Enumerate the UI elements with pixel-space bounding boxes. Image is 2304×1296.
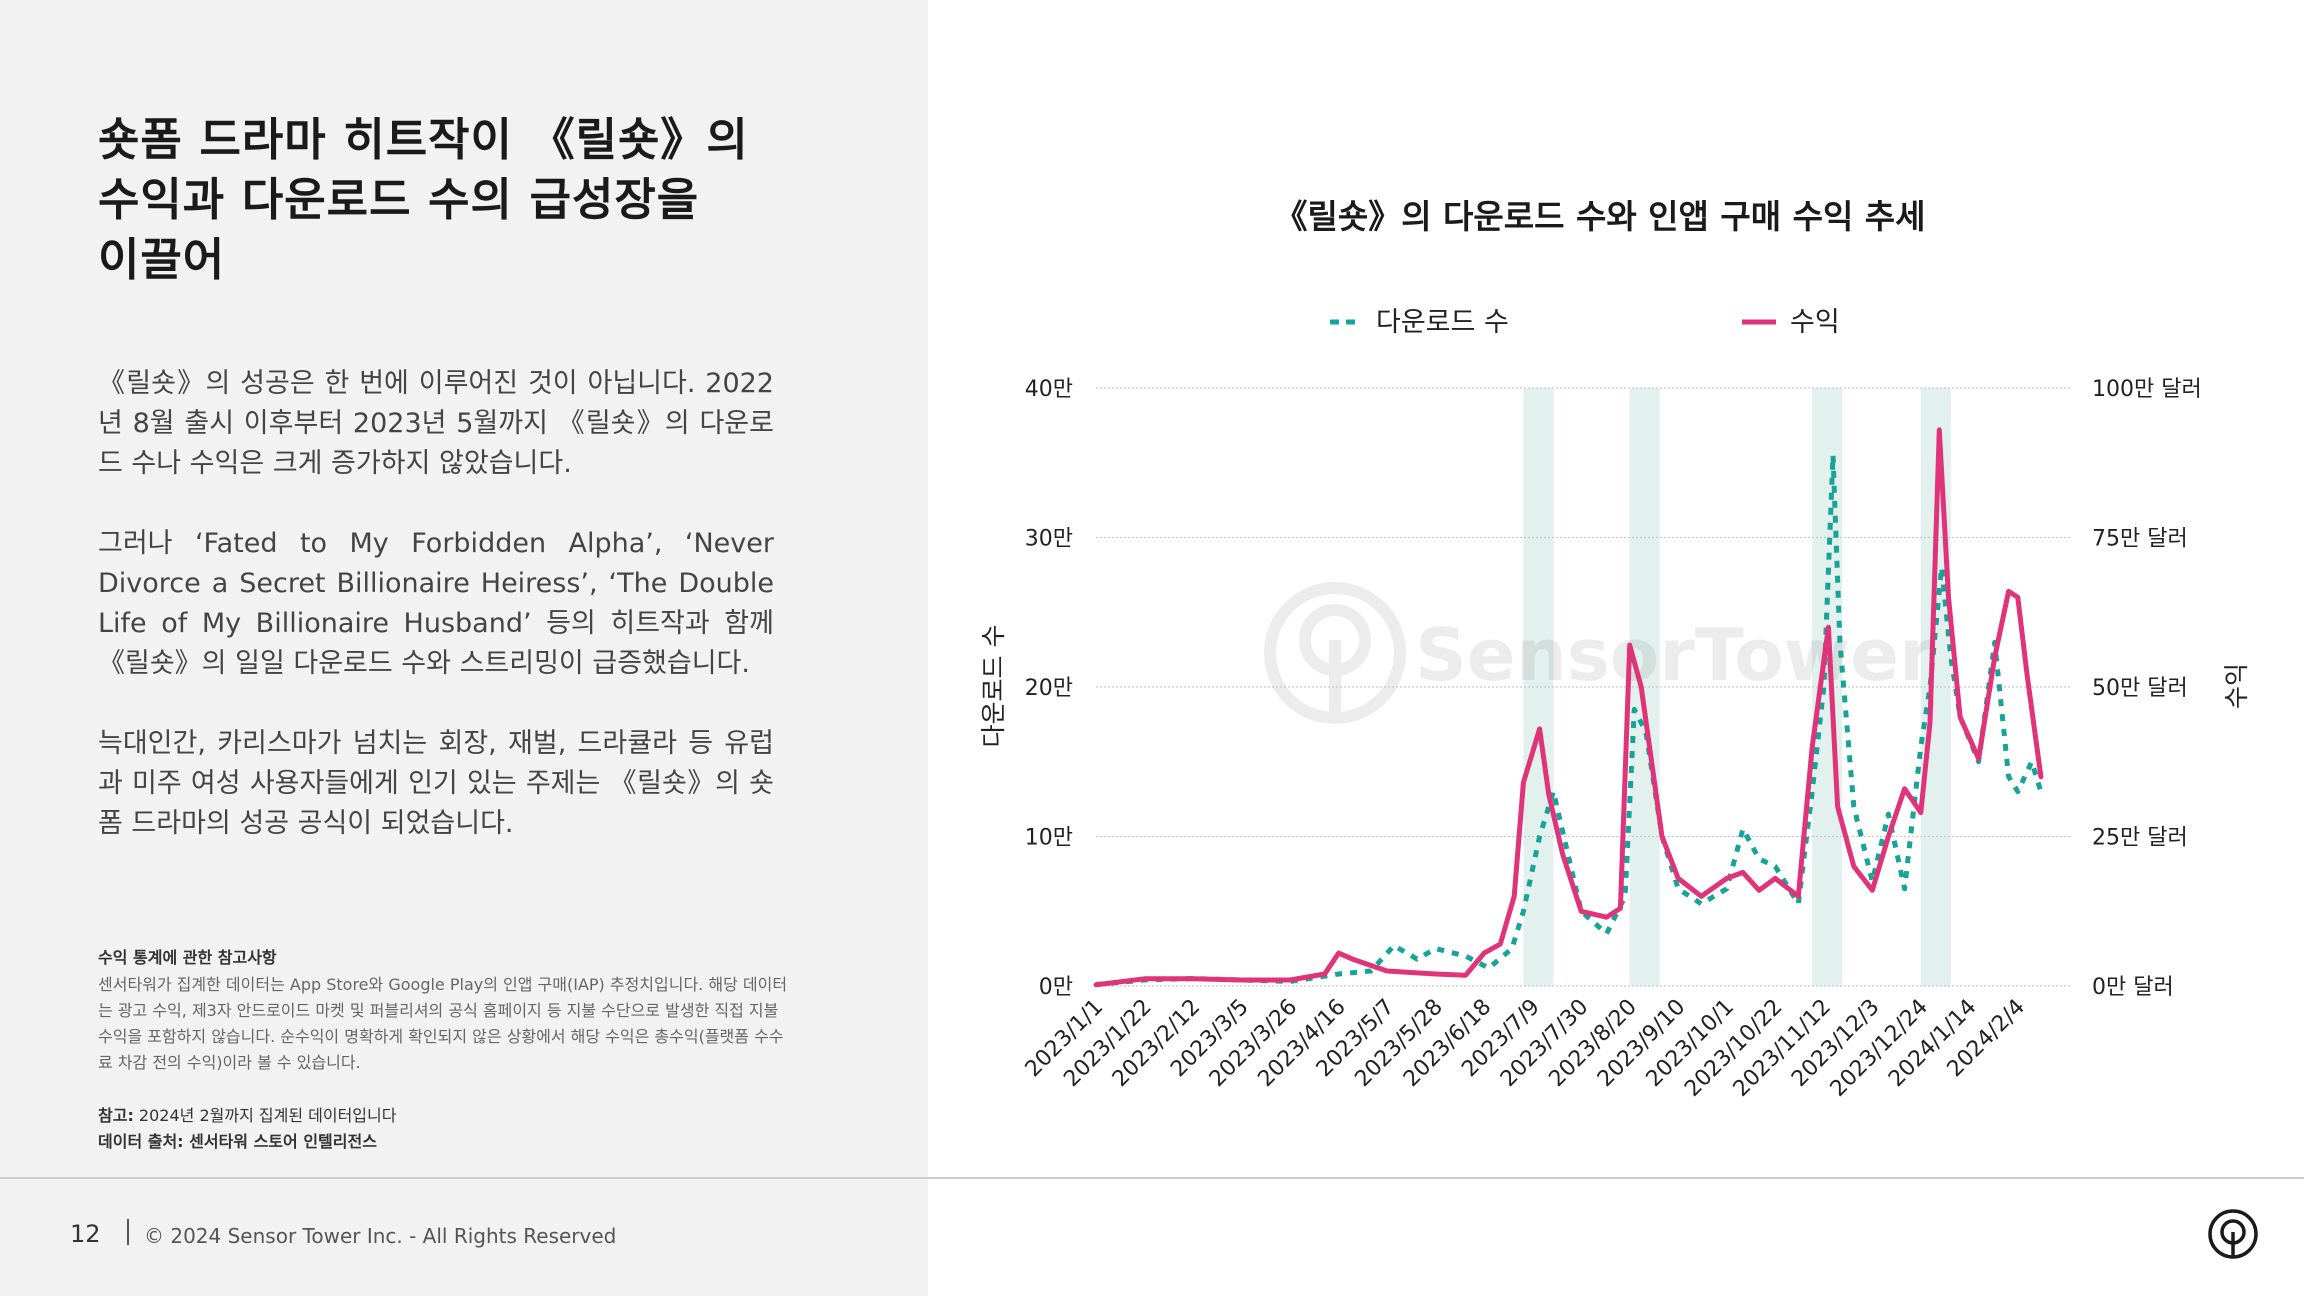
footer-divider [0,1177,2304,1179]
note-text: 센서타워가 집계한 데이터는 App Store와 Google Play의 인… [98,975,788,1072]
footer-separator [127,1219,129,1245]
data-source: 데이터 출처: 센서타워 스토어 인텔리전스 [98,1128,377,1152]
revenue-series-line [1093,427,2044,988]
y-right-tick-label: 25만 달러 [2092,826,2188,851]
reference-text: 2024년 2월까지 집계된 데이터입니다 [133,1106,397,1125]
y-left-tick-label: 10만 [1025,826,1073,851]
page-number: 12 [70,1220,101,1248]
page-headline: 숏폼 드라마 히트작이 《릴숏》의 수익과 다운로드 수의 급성장을 이끌어 [98,113,749,286]
y-left-tick-label: 30만 [1025,527,1073,552]
y-right-tick-label: 75만 달러 [2092,527,2188,552]
sensor-tower-logo-icon [2208,1209,2258,1259]
left-text-panel [0,0,928,1296]
revenue-note: 수익 통계에 관한 참고사항 센서타워가 집계한 데이터는 App Store와… [98,944,798,1076]
y-right-axis-title: 수익 [2222,663,2251,709]
paragraph-themes: 늑대인간, 카리스마가 넘치는 회장, 재벌, 드라큘라 등 유럽과 미주 여성… [98,728,774,839]
y-left-tick-label: 20만 [1025,676,1073,701]
paragraph-intro: 《릴숏》의 성공은 한 번에 이루어진 것이 아닙니다. 2022년 8월 출시… [98,368,774,479]
y-left-axis-title: 다운로드 수 [979,625,1008,748]
legend-downloads-label: 다운로드 수 [1376,307,1509,338]
y-right-tick-label: 0만 달러 [2092,975,2174,1000]
y-right-tick-label: 50만 달러 [2092,676,2188,701]
data-source-text: 데이터 출처: 센서타워 스토어 인텔리전스 [98,1132,377,1151]
line-chart: SensorTower 0만 0만 달러 10만 25만 달러 20만 50만 달러 30만 7… [979,307,2251,1102]
watermark-text: SensorTower [1415,613,1935,697]
y-left-tick-label: 40만 [1025,377,1073,402]
reference-note: 참고: 2024년 2월까지 집계된 데이터입니다 [98,1102,396,1126]
note-title: 수익 통계에 관한 참고사항 [98,948,277,967]
legend-revenue-label: 수익 [1790,307,1840,338]
y-left-tick-label: 0만 [1039,975,1073,1000]
paragraph-hits: 그러나 ‘Fated to My Forbidden Alpha’, ‘Neve… [98,528,774,679]
chart-title: 《릴숏》의 다운로드 수와 인앱 구매 수익 추세 [1274,197,1926,236]
y-right-tick-label: 100만 달러 [2092,377,2202,402]
downloads-series-line [1095,452,2044,987]
reference-label: 참고: [98,1106,134,1125]
watermark-logo-icon [1264,582,1406,724]
copyright-text: © 2024 Sensor Tower Inc. - All Rights Re… [144,1224,617,1248]
